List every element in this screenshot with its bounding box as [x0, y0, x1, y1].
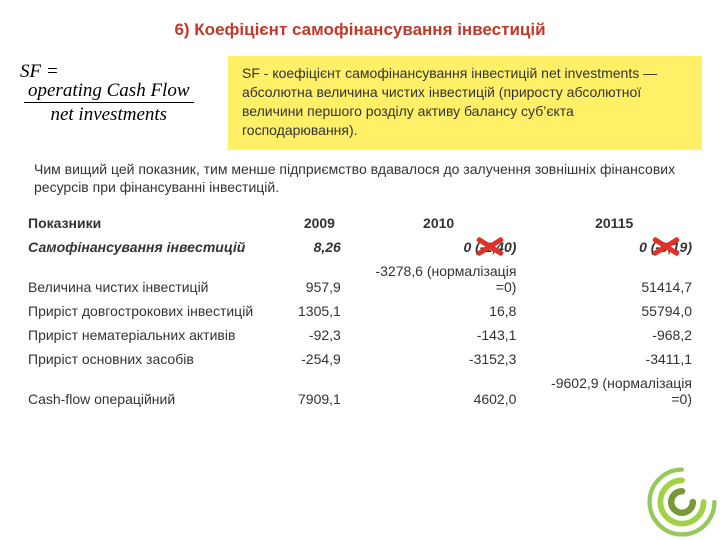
table-row: Приріст основних засобів-254,9-3152,3-34…: [18, 347, 702, 371]
row-value: 1305,1: [288, 299, 351, 323]
row-value: -143,1: [351, 323, 527, 347]
table-header-row: Показники 2009 2010 20115: [18, 211, 702, 235]
row-value: 51414,7: [526, 259, 702, 299]
row-value: -3278,6 (нормалізація =0): [351, 259, 527, 299]
formula-numerator: operating Cash Flow: [24, 81, 194, 103]
row-value: 7909,1: [288, 371, 351, 411]
row-value: -968,2: [526, 323, 702, 347]
row-value: -3152,3: [351, 347, 527, 371]
row-value: 55794,0: [526, 299, 702, 323]
row-value: 16,8: [351, 299, 527, 323]
formula-and-description: SF = operating Cash Flownet investments …: [0, 56, 720, 150]
row-value: 957,9: [288, 259, 351, 299]
row-value: 0 (-0,19): [526, 235, 702, 259]
row-label: Величина чистих інвестицій: [18, 259, 288, 299]
row-label: Приріст основних засобів: [18, 347, 288, 371]
row-value: -3411,1: [526, 347, 702, 371]
row-label: Приріст довгострокових інвестицій: [18, 299, 288, 323]
row-value: -9602,9 (нормалізація =0): [526, 371, 702, 411]
row-value: 0 (-1,40): [351, 235, 527, 259]
formula-eq: =: [46, 61, 59, 82]
row-value: -254,9: [288, 347, 351, 371]
formula-denominator: net investments: [24, 103, 194, 124]
table-row: Cash-flow операційний7909,14602,0-9602,9…: [18, 371, 702, 411]
formula-lhs: SF: [20, 61, 41, 82]
table-row: Величина чистих інвестицій957,9-3278,6 (…: [18, 259, 702, 299]
row-value: 8,26: [288, 235, 351, 259]
table-row: Приріст нематеріальних активів-92,3-143,…: [18, 323, 702, 347]
table-row: Самофінансування інвестицій8,260 (-1,40)…: [18, 235, 702, 259]
col-header-2010: 2010: [351, 211, 527, 235]
row-value: -92,3: [288, 323, 351, 347]
cross-icon: [653, 235, 679, 259]
col-header-2011: 20115: [526, 211, 702, 235]
description-box: SF - коефіцієнт самофінансування інвести…: [228, 56, 702, 150]
data-table: Показники 2009 2010 20115 Самофінансуван…: [18, 211, 702, 411]
explanation-text: Чим вищий цей показник, тим менше підпри…: [0, 150, 720, 208]
row-label: Самофінансування інвестицій: [18, 235, 288, 259]
section-title: 6) Коефіцієнт самофінансування інвестиці…: [0, 0, 720, 40]
decorative-swirl-icon: [646, 466, 718, 538]
row-label: Приріст нематеріальних активів: [18, 323, 288, 347]
formula-box: SF = operating Cash Flownet investments: [0, 56, 228, 150]
cross-icon: [477, 235, 503, 259]
col-header-indicator: Показники: [18, 211, 288, 235]
table-row: Приріст довгострокових інвестицій1305,11…: [18, 299, 702, 323]
row-value: 4602,0: [351, 371, 527, 411]
row-label: Cash-flow операційний: [18, 371, 288, 411]
col-header-2009: 2009: [288, 211, 351, 235]
